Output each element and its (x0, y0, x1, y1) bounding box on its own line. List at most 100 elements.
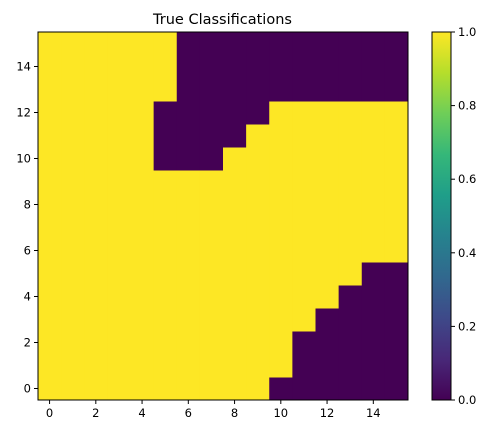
heatmap-cell (199, 193, 224, 217)
heatmap-cell (107, 193, 132, 217)
heatmap-cell (292, 331, 317, 355)
heatmap-cell (269, 262, 293, 286)
heatmap-cell (223, 55, 247, 79)
heatmap-cell (361, 170, 386, 194)
colorbar (431, 31, 452, 401)
heatmap-cell (107, 308, 132, 332)
heatmap-cell (153, 331, 178, 355)
heatmap-cell (315, 78, 340, 102)
heatmap-cell (199, 239, 224, 263)
heatmap-cell (338, 101, 363, 125)
heatmap-cell (176, 101, 201, 125)
heatmap-cell (315, 331, 340, 355)
y-tick-label: 6 (24, 244, 31, 258)
heatmap-cell (176, 78, 201, 102)
heatmap-cell (153, 193, 178, 217)
heatmap-cell (338, 239, 363, 263)
heatmap-cell (338, 78, 363, 102)
heatmap-cell (338, 124, 363, 148)
heatmap-cell (223, 147, 247, 171)
heatmap-cell (107, 78, 132, 102)
heatmap-cell (199, 308, 224, 332)
heatmap-cell (176, 193, 201, 217)
heatmap-cell (199, 124, 224, 148)
heatmap-cell (384, 377, 409, 401)
colorbar-tick-label: 0.8 (458, 99, 476, 113)
heatmap-cell (199, 55, 224, 79)
heatmap-cell (315, 377, 340, 401)
heatmap-cell (130, 78, 155, 102)
heatmap-cell (61, 377, 85, 401)
x-tick-label: 6 (185, 406, 192, 420)
heatmap-cell (246, 193, 270, 217)
heatmap-cell (38, 193, 62, 217)
heatmap-cell (361, 101, 386, 125)
heatmap-cell (130, 216, 155, 240)
heatmap-cell (246, 239, 270, 263)
heatmap-cell (269, 32, 293, 56)
heatmap-cell (38, 262, 62, 286)
heatmap-cell (292, 78, 317, 102)
heatmap-cell (292, 147, 317, 171)
heatmap-cell (223, 78, 247, 102)
heatmap-cell (338, 55, 363, 79)
heatmap-cell (84, 101, 108, 125)
heatmap-cell (199, 354, 224, 378)
heatmap-cell (315, 55, 340, 79)
heatmap-cell (246, 124, 270, 148)
heatmap-cell (153, 354, 178, 378)
heatmap-cell (246, 377, 270, 401)
heatmap-cell (269, 308, 293, 332)
heatmap-cell (361, 193, 386, 217)
heatmap-cell (292, 55, 317, 79)
heatmap-cell (176, 124, 201, 148)
heatmap-cell (361, 124, 386, 148)
y-tick-label: 4 (24, 290, 31, 304)
heatmap-cell (269, 55, 293, 79)
heatmap-cell (107, 262, 132, 286)
heatmap-cell (338, 216, 363, 240)
heatmap-cell (176, 170, 201, 194)
heatmap-cell (292, 377, 317, 401)
heatmap-cell (315, 170, 340, 194)
heatmap-cell (61, 170, 85, 194)
heatmap-cell (246, 331, 270, 355)
heatmap-cell (361, 78, 386, 102)
heatmap-cell (246, 78, 270, 102)
heatmap-cell (384, 331, 409, 355)
heatmap-cell (384, 147, 409, 171)
heatmap-cell (176, 55, 201, 79)
heatmap-cell (361, 285, 386, 309)
heatmap-cell (292, 101, 317, 125)
heatmap-cell (292, 239, 317, 263)
heatmap-cell (384, 193, 409, 217)
heatmap-cell (61, 308, 85, 332)
heatmap-cell (223, 216, 247, 240)
colorbar-tick-label: 0.0 (458, 393, 476, 407)
heatmap-cell (361, 32, 386, 56)
heatmap-cell (38, 32, 62, 56)
x-tick-label: 4 (138, 406, 145, 420)
x-tick-label: 10 (273, 406, 288, 420)
heatmap-cell (338, 354, 363, 378)
heatmap-cells (38, 32, 409, 401)
y-tick-label: 14 (16, 60, 31, 74)
heatmap-cell (292, 216, 317, 240)
heatmap-cell (153, 377, 178, 401)
heatmap-cell (315, 216, 340, 240)
heatmap-cell (130, 377, 155, 401)
heatmap-cell (199, 377, 224, 401)
x-tick-label: 8 (231, 406, 238, 420)
heatmap-cell (176, 32, 201, 56)
heatmap-cell (315, 239, 340, 263)
heatmap-cell (223, 262, 247, 286)
heatmap-cell (384, 308, 409, 332)
y-tick-label: 0 (24, 382, 31, 396)
heatmap-cell (269, 101, 293, 125)
heatmap-cell (269, 377, 293, 401)
y-tick-label: 2 (24, 336, 31, 350)
x-tick-label: 14 (366, 406, 381, 420)
heatmap-cell (269, 78, 293, 102)
heatmap-cell (107, 377, 132, 401)
heatmap-cell (246, 147, 270, 171)
